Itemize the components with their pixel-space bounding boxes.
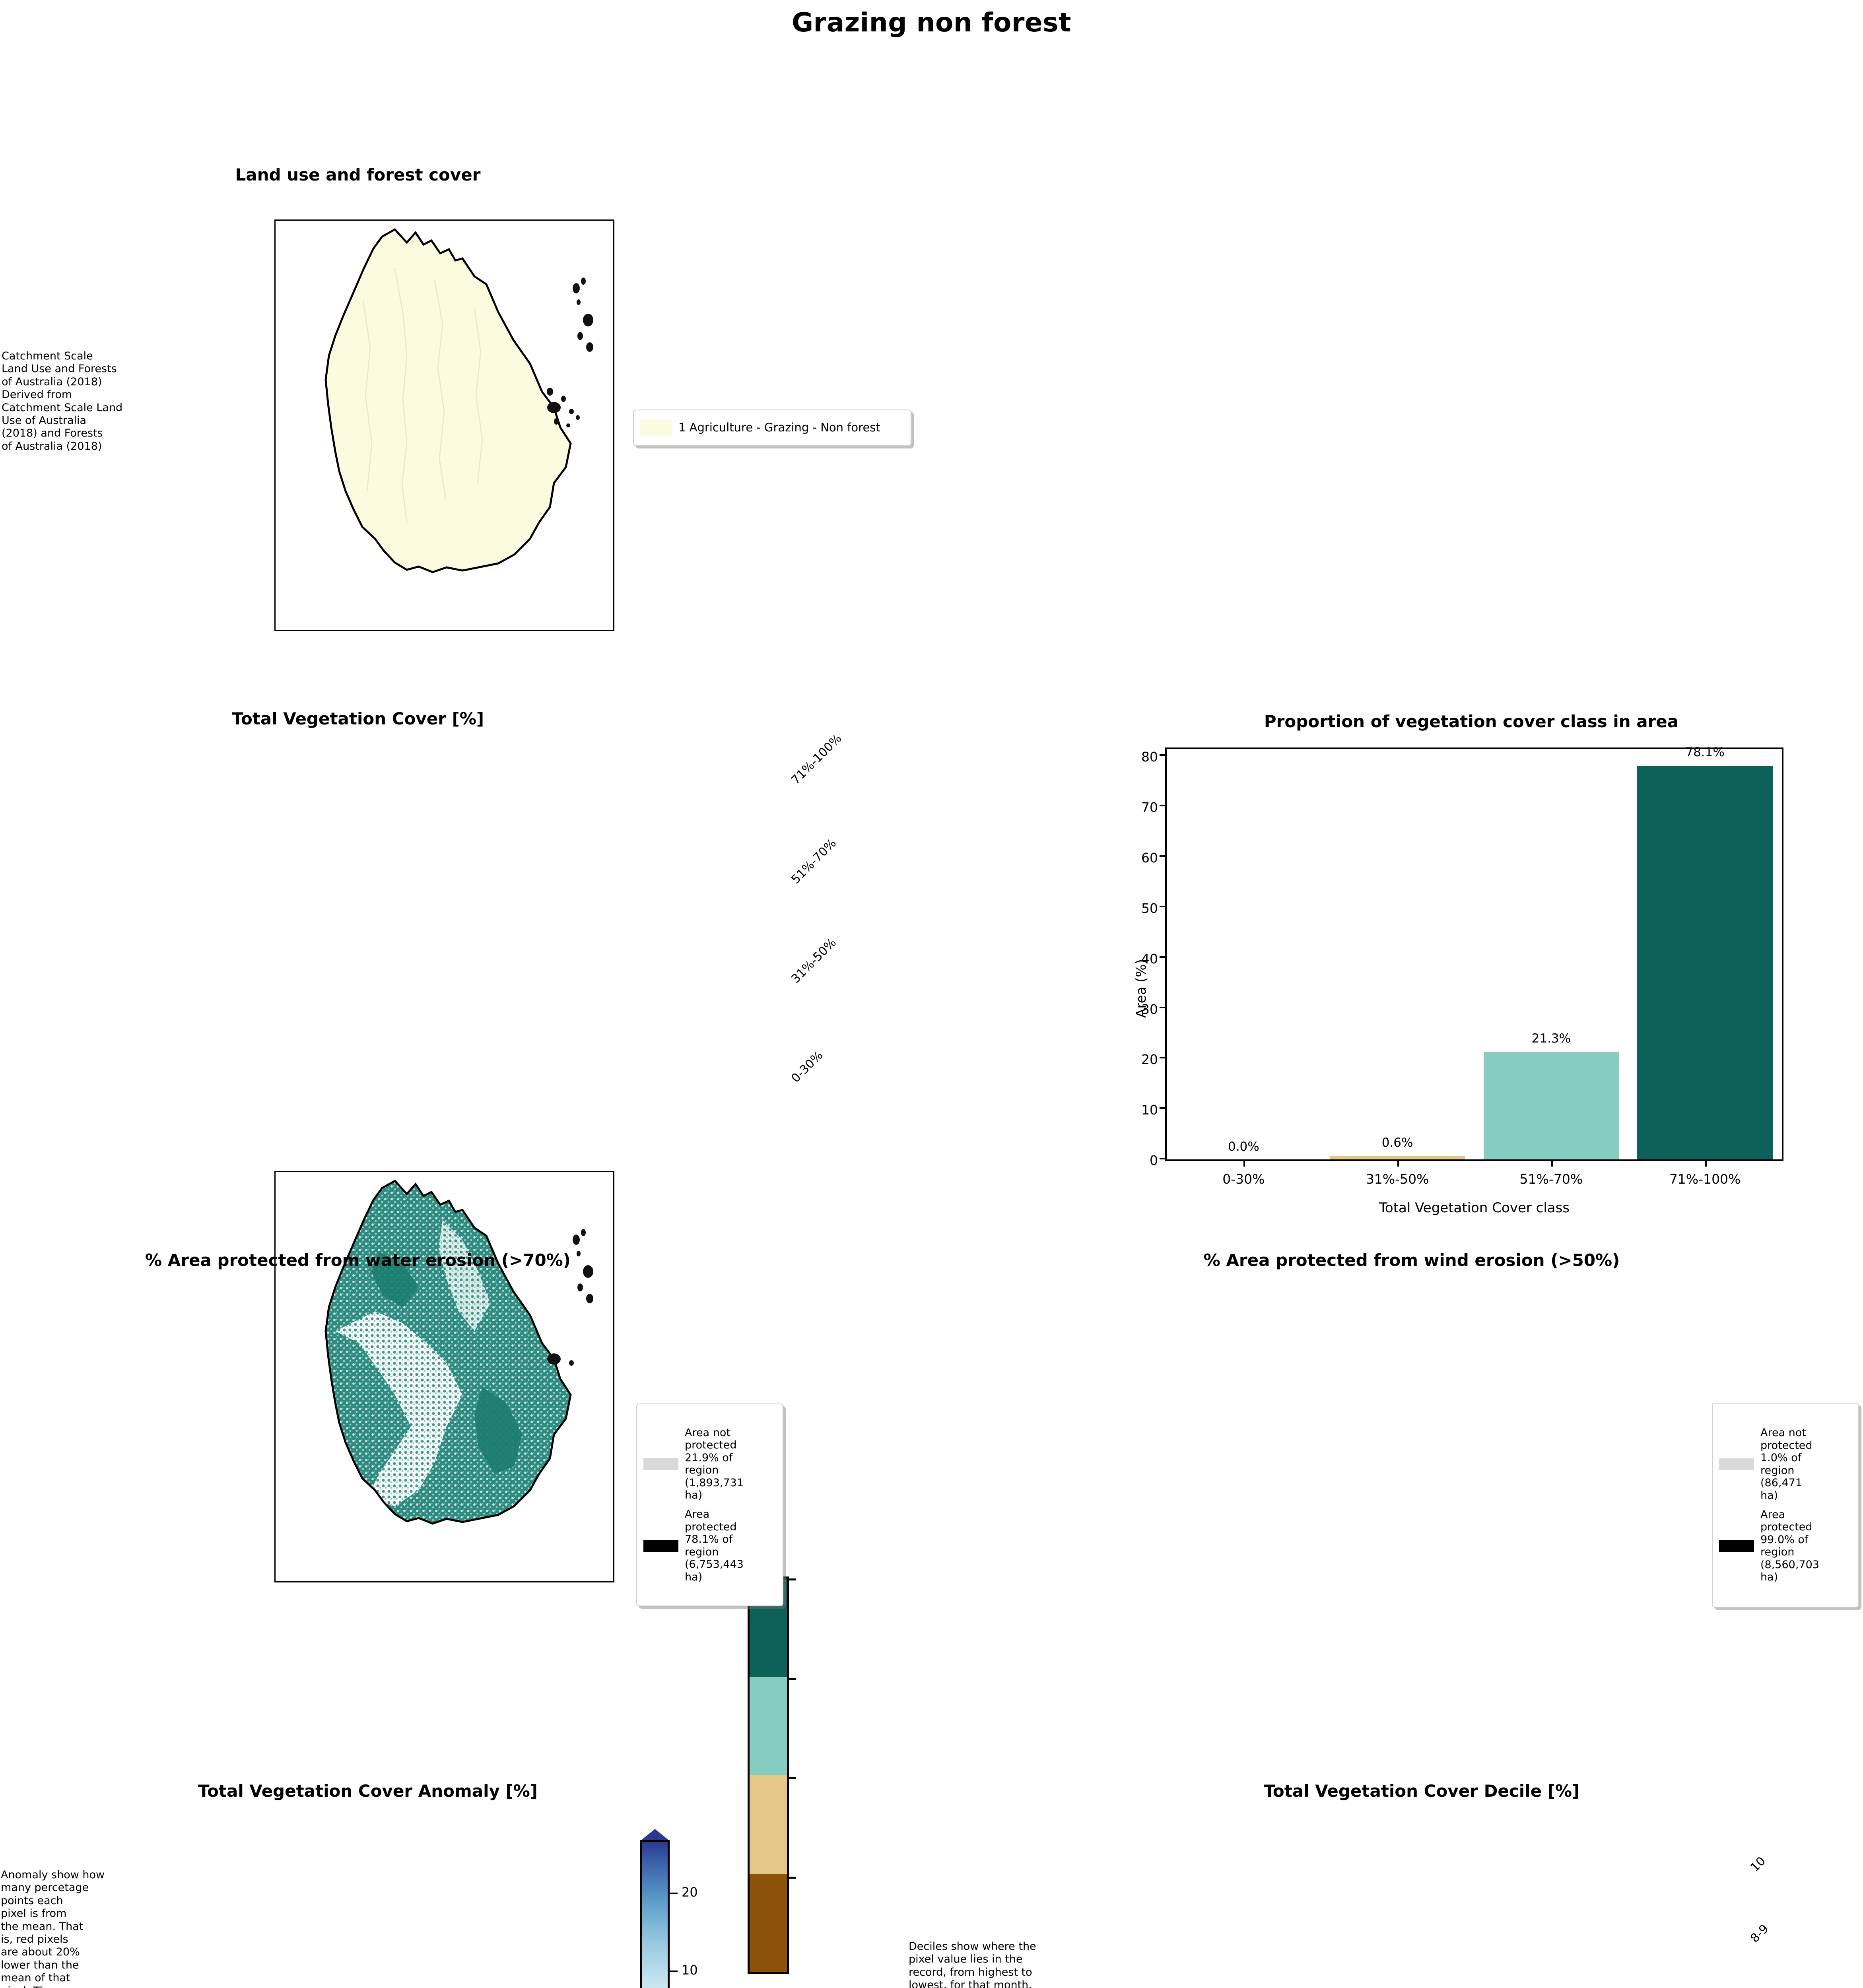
y-ticklabel-80: 80 xyxy=(1141,749,1158,765)
landuse-map-graphic xyxy=(324,228,593,573)
landuse-legend-swatch xyxy=(640,419,672,436)
bar-value-label-31-50: 0.6% xyxy=(1381,1136,1413,1150)
y-ticklabel-10: 10 xyxy=(1141,1102,1158,1118)
legend-swatch-protected xyxy=(643,1540,678,1552)
decile-explanation-note: Deciles show where the pixel value lies … xyxy=(909,1940,1036,1988)
anomaly-tick-20: 20 xyxy=(682,1885,698,1900)
legend-item-not-protected: Area not protected 1.0% of region (86,47… xyxy=(1719,1427,1852,1502)
vegcover-colorbar-label-0-30: 0-30% xyxy=(789,1048,826,1085)
colorbar-gradient xyxy=(640,1840,670,1988)
x-ticklabel-71-100: 71%-100% xyxy=(1669,1171,1741,1187)
colorbar-extend-arrow xyxy=(640,1829,670,1841)
legend-swatch-not-protected xyxy=(643,1458,678,1470)
colorbar-segment-31-50 xyxy=(750,1775,787,1874)
bar-value-label-51-70: 21.3% xyxy=(1531,1031,1571,1046)
colorbar-segment-0-30 xyxy=(750,1873,787,1972)
x-ticklabel-31-50: 31%-50% xyxy=(1366,1171,1429,1187)
bar-31-50[interactable] xyxy=(1329,1156,1465,1159)
vegcover-map[interactable] xyxy=(274,1171,614,1582)
y-ticklabel-0: 0 xyxy=(1150,1153,1158,1168)
x-ticklabel-51-70: 51%-70% xyxy=(1519,1171,1583,1187)
y-ticklabel-30: 30 xyxy=(1141,1001,1158,1017)
anomaly-panel-title: Total Vegetation Cover Anomaly [%] xyxy=(198,1781,538,1801)
legend-item: 1 Agriculture - Grazing - Non forest xyxy=(640,419,904,436)
y-ticklabel-70: 70 xyxy=(1141,800,1158,815)
legend-item-protected: Area protected 78.1% of region (6,753,44… xyxy=(643,1508,776,1583)
bar-71-100[interactable] xyxy=(1637,765,1773,1159)
barchart-y-axis-label: Area (%) xyxy=(1133,959,1149,1018)
colorbar-segment-51-70 xyxy=(750,1677,787,1775)
legend-label-protected: Area protected 99.0% of region (8,560,70… xyxy=(1760,1508,1819,1584)
legend-label-protected: Area protected 78.1% of region (6,753,44… xyxy=(685,1508,744,1583)
legend-label-not-protected: Area not protected 21.9% of region (1,89… xyxy=(685,1426,744,1502)
bar-51-70[interactable] xyxy=(1483,1052,1619,1159)
page-title: Grazing non forest xyxy=(792,7,1071,38)
water-erosion-panel-title: % Area protected from water erosion (>70… xyxy=(145,1250,571,1270)
y-ticklabel-60: 60 xyxy=(1141,850,1158,866)
landuse-source-note: Catchment Scale Land Use and Forests of … xyxy=(2,350,123,452)
bar-value-label-71-100: 78.1% xyxy=(1685,745,1725,759)
vegcover-colorbar-label-51-70: 51%-70% xyxy=(789,836,839,887)
legend-swatch-not-protected xyxy=(1719,1458,1754,1470)
landuse-map[interactable] xyxy=(274,219,614,631)
bar-value-label-0-30: 0.0% xyxy=(1228,1140,1259,1154)
anomaly-colorbar: 20 10 0 −10 −20 xyxy=(640,1829,771,1988)
landuse-legend-label: 1 Agriculture - Grazing - Non forest xyxy=(678,421,880,435)
legend-swatch-protected xyxy=(1719,1540,1754,1552)
legend-item-protected: Area protected 99.0% of region (8,560,70… xyxy=(1719,1508,1852,1584)
x-ticklabel-0-30: 0-30% xyxy=(1222,1171,1265,1187)
landuse-legend: 1 Agriculture - Grazing - Non forest xyxy=(633,410,911,446)
decile-colorbar-label-10: 10 xyxy=(1748,1854,1769,1875)
vegcover-colorbar-label-31-50: 31%-50% xyxy=(789,936,839,986)
decile-panel-title: Total Vegetation Cover Decile [%] xyxy=(1263,1781,1580,1801)
vegcover-colorbar-label-71-100: 71%-100% xyxy=(789,731,845,787)
y-ticklabel-50: 50 xyxy=(1141,900,1158,916)
barchart-plot-area: 0 10 20 30 40 50 60 70 80 0.0% 0.6% 21.3… xyxy=(1141,745,1783,1187)
legend-item-not-protected: Area not protected 21.9% of region (1,89… xyxy=(643,1427,776,1502)
anomaly-tick-10: 10 xyxy=(682,1963,698,1978)
decile-colorbar-label-8-9: 8-9 xyxy=(1748,1922,1772,1945)
anomaly-explanation-note: Anomaly show how many percetage points e… xyxy=(1,1869,105,1988)
vegcover-panel-title: Total Vegetation Cover [%] xyxy=(231,709,484,728)
legend-label-not-protected: Area not protected 1.0% of region (86,47… xyxy=(1760,1427,1812,1502)
landuse-panel-title: Land use and forest cover xyxy=(235,165,481,184)
wind-erosion-legend: Area not protected 1.0% of region (86,47… xyxy=(1712,1403,1859,1607)
barchart-title: Proportion of vegetation cover class in … xyxy=(1264,712,1679,731)
wind-erosion-panel-title: % Area protected from wind erosion (>50%… xyxy=(1203,1250,1620,1270)
vegcover-map-graphic xyxy=(324,1179,593,1525)
y-ticklabel-20: 20 xyxy=(1141,1052,1158,1068)
barchart-x-axis-label: Total Vegetation Cover class xyxy=(1379,1200,1570,1216)
vegcover-colorbar xyxy=(748,1576,796,1974)
water-erosion-legend: Area not protected 21.9% of region (1,89… xyxy=(636,1404,783,1606)
y-ticklabel-40: 40 xyxy=(1141,951,1158,967)
